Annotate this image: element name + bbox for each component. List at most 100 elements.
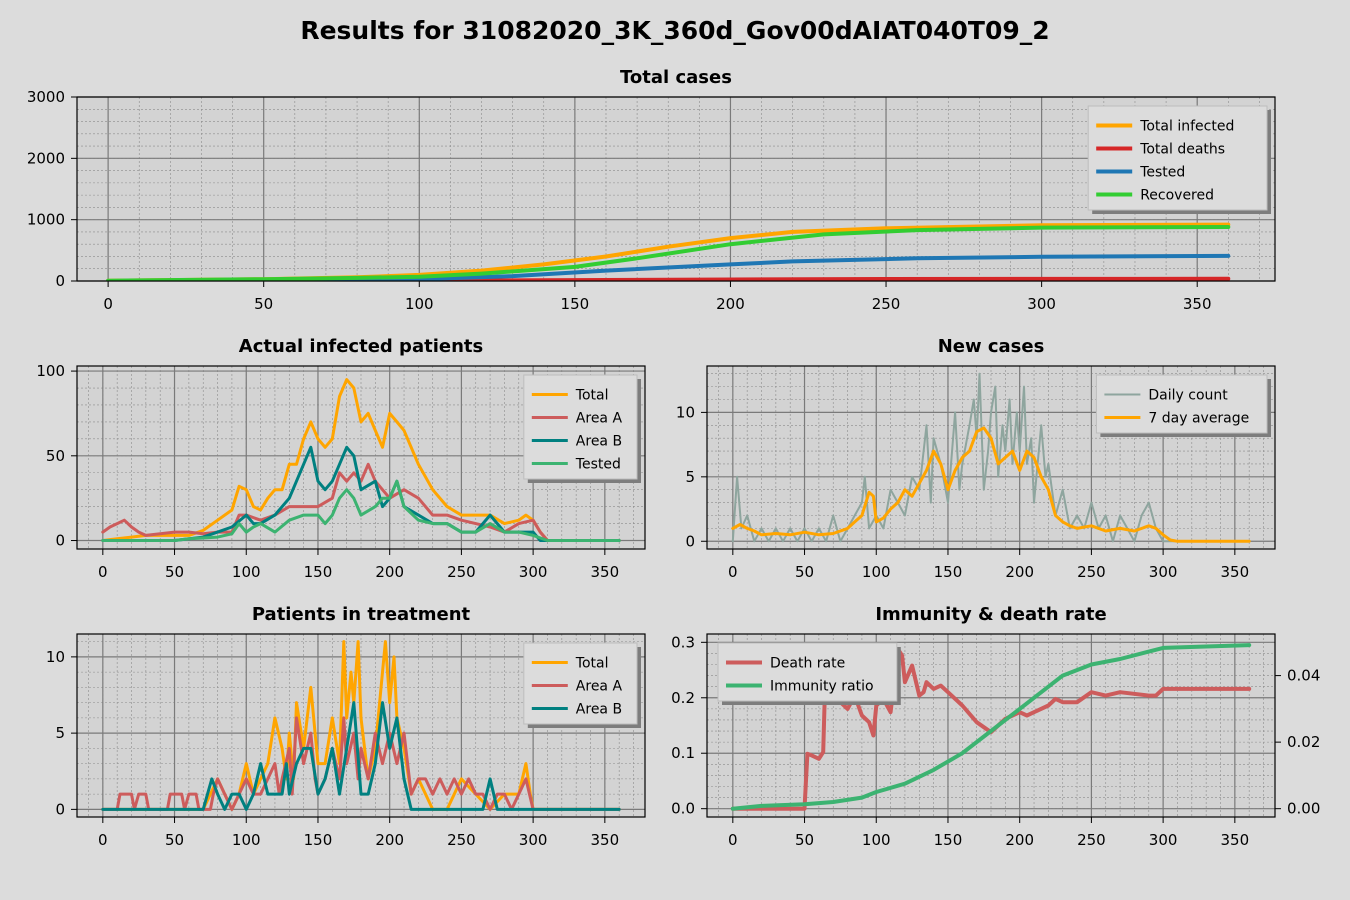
treatment-ytick-label: 5 (55, 724, 65, 742)
treatment-xtick-label: 50 (165, 831, 184, 849)
treatment-series-group (101, 640, 621, 811)
immunity-xtick-label: 50 (795, 831, 814, 849)
new-legend: Daily count 7 day average (1095, 374, 1271, 437)
actual-frame (76, 365, 646, 550)
treatment-legend-label: Area B (576, 702, 622, 718)
new-title: New cases (938, 336, 1045, 357)
actual-series-total (101, 378, 621, 542)
actual-xtick-label: 300 (519, 563, 548, 581)
treatment-ytick-label: 10 (46, 648, 65, 666)
immunity-y2tick-label: 0.02 (1287, 733, 1320, 751)
immunity-legend-label: Immunity ratio (770, 679, 874, 695)
actual-xtick-label: 200 (375, 563, 404, 581)
total-chart: 0 50 100 150 200 250 300 350 0 1000 2000 3000 Total … (27, 67, 1276, 313)
total-legend-label: Total deaths (1139, 142, 1225, 158)
immunity-xtick-label: 300 (1149, 831, 1178, 849)
total-xtick-label: 350 (1183, 295, 1212, 313)
actual-ytick-label: 0 (55, 532, 65, 550)
treatment-chart: 0 50 100 150 200 250 300 350 0 5 10 Patients in tre… (46, 604, 646, 849)
new-xtick-label: 150 (934, 563, 963, 581)
treatment-xtick-label: 250 (447, 831, 476, 849)
total-xtick-label: 0 (103, 295, 113, 313)
treatment-legend-label: Total (575, 656, 609, 672)
new-xtick-label: 100 (862, 563, 891, 581)
new-xtick-label: 350 (1221, 563, 1250, 581)
new-xtick-label: 50 (795, 563, 814, 581)
actual-series-group (101, 378, 621, 542)
treatment-xtick-label: 100 (232, 831, 261, 849)
immunity-frame (706, 633, 1276, 818)
immunity-legend-box (717, 642, 898, 702)
actual-legend-label: Area B (576, 434, 622, 450)
actual-legend-box (523, 374, 638, 480)
immunity-title: Immunity & death rate (875, 604, 1106, 625)
total-ytick-label: 2000 (27, 149, 65, 167)
immunity-series-immunity-ratio (730, 643, 1252, 811)
new-frame (706, 365, 1276, 550)
total-legend-label: Total infected (1139, 119, 1234, 135)
treatment-title: Patients in treatment (252, 604, 471, 625)
treatment-legend: Total Area A Area B (523, 642, 641, 728)
immunity-ytick-label: 0.0 (671, 800, 695, 818)
panels: 0 50 100 150 200 250 300 3500100020003000Total … (27, 67, 1321, 849)
total-ytick-label: 1000 (27, 211, 65, 229)
immunity-y2tick-label: 0.00 (1287, 800, 1320, 818)
new-series-7-day-average (731, 426, 1251, 543)
immunity-y2tick-label: 0.04 (1287, 667, 1320, 685)
immunity-xtick-label: 150 (934, 831, 963, 849)
total-ytick-label: 3000 (27, 88, 65, 106)
actual-chart: 0 50 100 150 200 250 300 350 0 50 100 Actual infect… (36, 336, 646, 581)
actual-xtick-label: 50 (165, 563, 184, 581)
total-xtick-label: 150 (561, 295, 590, 313)
actual-ytick-label: 100 (36, 362, 65, 380)
treatment-xtick-label: 350 (591, 831, 620, 849)
total-xtick-label: 100 (405, 295, 434, 313)
total-ytick-label: 0 (55, 272, 65, 290)
immunity-ytick-label: 0.3 (671, 633, 695, 651)
total-xtick-label: 300 (1027, 295, 1056, 313)
new-legend-box (1095, 374, 1268, 434)
immunity-xtick-label: 100 (862, 831, 891, 849)
actual-legend-label: Area A (576, 411, 623, 427)
total-frame (76, 96, 1276, 282)
new-xtick-label: 250 (1077, 563, 1106, 581)
actual-title: Actual infected patients (239, 336, 483, 357)
total-series-recovered (106, 225, 1231, 281)
actual-xtick-label: 100 (232, 563, 261, 581)
actual-series-tested (101, 479, 621, 542)
treatment-xtick-label: 200 (375, 831, 404, 849)
new-legend-label: Daily count (1148, 388, 1228, 404)
treatment-ytick-label: 0 (55, 800, 65, 818)
figure-title: Results for 31082020_3K_360d_Gov00dAIAT0… (300, 16, 1049, 45)
actual-xtick-label: 350 (591, 563, 620, 581)
immunity-legend-label: Death rate (770, 656, 845, 672)
new-xtick-label: 0 (728, 563, 738, 581)
immunity-xtick-label: 250 (1077, 831, 1106, 849)
immunity-legend: Death rate Immunity ratio (717, 642, 901, 705)
new-xtick-label: 200 (1005, 563, 1034, 581)
actual-ytick-label: 50 (46, 447, 65, 465)
total-plot-area (77, 97, 1275, 281)
actual-series-area-b (101, 445, 621, 542)
actual-legend-label: Total (575, 388, 609, 404)
total-title: Total cases (620, 67, 732, 88)
new-chart: 0 50 100 150 200 250 300 350 0 5 10 New cases Daily … (676, 336, 1276, 581)
treatment-xtick-label: 0 (98, 831, 108, 849)
treatment-xtick-label: 300 (519, 831, 548, 849)
actual-xtick-label: 150 (304, 563, 333, 581)
total-legend: Total infected Total deaths Tested Recovere… (1087, 105, 1271, 214)
new-xtick-label: 300 (1149, 563, 1178, 581)
immunity-ytick-label: 0.2 (671, 689, 695, 707)
actual-series-area-a (101, 462, 621, 542)
new-ytick-label: 0 (685, 532, 695, 550)
actual-legend: Total Area A Area B Tested (523, 374, 641, 483)
treatment-xtick-label: 150 (304, 831, 333, 849)
new-ytick-label: 5 (685, 468, 695, 486)
treatment-legend-box (523, 642, 638, 725)
actual-xtick-label: 250 (447, 563, 476, 581)
treatment-series-area-b (101, 701, 621, 811)
immunity-ytick-label: 0.1 (671, 744, 695, 762)
total-legend-label: Tested (1139, 165, 1185, 181)
treatment-frame (76, 633, 646, 818)
